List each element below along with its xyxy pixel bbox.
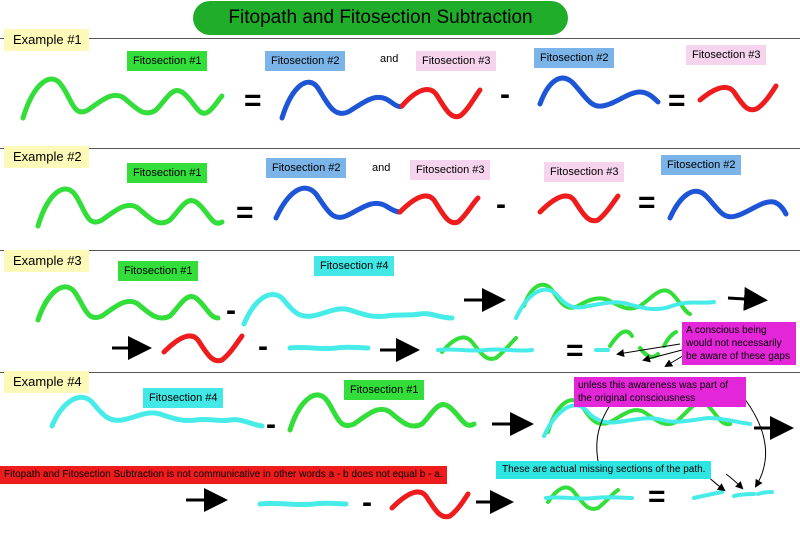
ex4-fitosection1-path: [287, 392, 477, 433]
ex4-overlay-cyan-path: [542, 403, 752, 438]
ex3-cyan-segment-path: [287, 344, 371, 352]
pointer-gap-2: [642, 349, 683, 363]
ex2-equals-2: =: [638, 186, 656, 219]
ex2-fitosection2a-label: Fitosection #2: [266, 158, 347, 178]
ex1-fitosection3b-path: [697, 83, 779, 113]
ex2-equals: =: [236, 196, 254, 229]
ex1-fitosection2a-label: Fitosection #2: [265, 51, 346, 71]
ex1-fitosection1-label: Fitosection #1: [127, 51, 208, 71]
pointer-missing-2: [725, 473, 744, 490]
ex3-equals: =: [566, 334, 584, 367]
pointer-awareness-2: [743, 397, 767, 488]
ex1-fitosection2b-label: Fitosection #2: [534, 48, 615, 68]
ex2-fitosection2b-label: Fitosection #2: [661, 155, 742, 175]
ex3-overlay1-cyan-path: [514, 287, 716, 320]
ex4-equals: =: [648, 480, 666, 513]
ex3-minus-2: -: [258, 330, 268, 363]
ex2-fitosection3a-path: [397, 193, 481, 226]
example-4-label: Example #4: [4, 371, 89, 393]
ex3-fitosection1-path: [35, 284, 221, 323]
ex2-fitosection1-label: Fitosection #1: [127, 163, 208, 183]
ex1-fitosection3b-label: Fitosection #3: [686, 45, 767, 65]
ex4-cyan-segment-path: [257, 500, 349, 508]
ex3-minus: -: [226, 294, 236, 327]
separator-1: [0, 38, 800, 39]
ex1-fitosection1-path: [20, 76, 225, 121]
ex2-fitosection1-path: [35, 186, 225, 229]
ex2-fitosection3b-path: [537, 193, 621, 224]
ex2-fitosection3a-label: Fitosection #3: [410, 160, 491, 180]
ex3-red-result-path: [161, 333, 245, 364]
ex4-minus: -: [266, 408, 276, 441]
ex4-minus-2: -: [362, 486, 372, 519]
page-title: Fitopath and Fitosection Subtraction: [193, 1, 568, 35]
separator-3: [0, 250, 800, 251]
ex4-gap-cyan-1: [692, 490, 724, 500]
ex2-fitosection2a-path: [273, 185, 403, 221]
ex1-fitosection2b-path: [537, 75, 661, 109]
ex1-equals: =: [244, 84, 262, 117]
pointer-awareness-1: [594, 401, 613, 472]
note-unless-awareness: unless this awareness was part of the or…: [574, 377, 746, 407]
ex1-and-text: and: [380, 53, 399, 65]
example-2-label: Example #2: [4, 146, 89, 168]
ex4-red-segment-path: [389, 489, 471, 520]
ex3-fitosection4-path: [241, 292, 455, 327]
example-3-label: Example #3: [4, 250, 89, 272]
ex1-fitosection3a-label: Fitosection #3: [416, 51, 497, 71]
example-1-label: Example #1: [4, 29, 89, 51]
ex3-fitosection4-label: Fitosection #4: [314, 256, 395, 276]
note-not-communicative: Fitopath and Fitosection Subtraction is …: [0, 466, 447, 484]
ex1-fitosection2a-path: [279, 79, 405, 121]
ex3-gap-green-3: [662, 330, 678, 348]
ex2-minus: -: [496, 188, 506, 221]
ex3-gap-green-1: [608, 329, 634, 348]
ex3-arrow-2: [727, 286, 768, 311]
ex4-gap-cyan-2: [732, 492, 756, 498]
ex3-overlay2-cyan-path: [436, 347, 534, 353]
ex4-fitosection4-label: Fitosection #4: [143, 388, 224, 408]
ex2-fitosection2b-path: [667, 188, 789, 221]
separator-4: [0, 372, 800, 373]
ex3-fitosection1-label: Fitosection #1: [118, 261, 199, 281]
ex1-minus: -: [500, 78, 510, 111]
ex4-gap-cyan-3: [756, 490, 774, 496]
ex2-and-text: and: [372, 162, 391, 174]
separator-2: [0, 148, 800, 149]
note-conscious-being: A conscious being would not necessarily …: [682, 322, 796, 365]
pointer-gap-1: [616, 343, 681, 357]
ex4-small-cyan-path: [544, 495, 634, 501]
ex4-fitosection1-label: Fitosection #1: [344, 380, 425, 400]
ex4-fitosection4-path: [49, 394, 265, 429]
ex2-fitosection3b-label: Fitosection #3: [544, 162, 625, 182]
note-missing-sections: These are actual missing sections of the…: [496, 461, 712, 479]
ex1-fitosection3a-path: [399, 87, 483, 120]
ex1-equals-2: =: [668, 84, 686, 117]
